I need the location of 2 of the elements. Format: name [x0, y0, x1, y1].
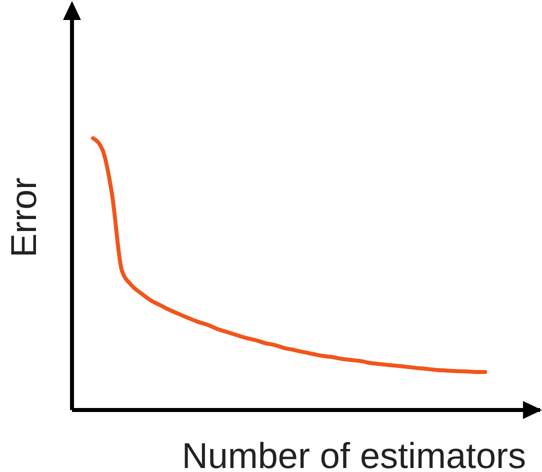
x-axis-title: Number of estimators	[182, 435, 526, 472]
y-axis-title: Error	[2, 177, 44, 258]
